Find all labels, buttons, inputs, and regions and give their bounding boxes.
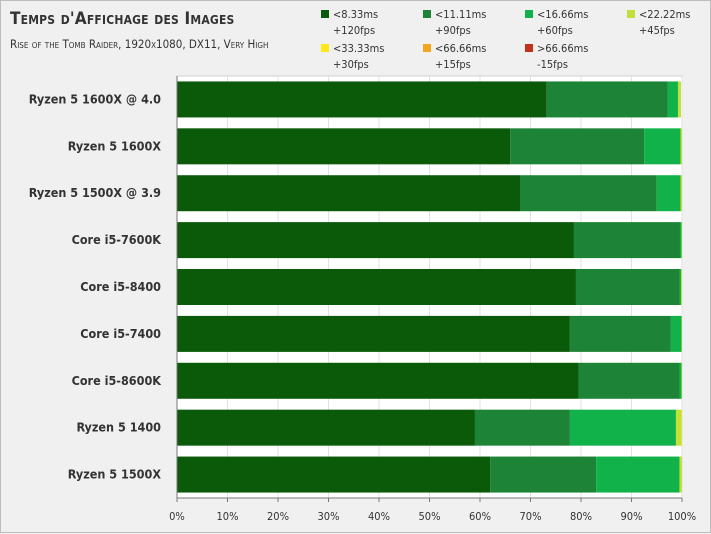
bar-segment [490,456,597,493]
category-label: Core i5-8400 [80,279,161,294]
bar-segment [573,222,680,259]
legend-sublabel: +90fps [435,24,471,37]
chart-subtitle: Rise of the Tomb Raider, 1920x1080, DX11… [10,37,269,51]
legend-swatch-icon [525,44,533,52]
bar-segment [177,222,574,259]
category-label: Ryzen 5 1600X [68,138,162,153]
category-label: Ryzen 5 1500X @ 3.9 [29,185,161,200]
bar-segment [656,175,681,212]
bar-segment [177,315,570,352]
bar-segment [679,362,682,399]
bar-segment [675,409,682,446]
x-tick-label: 20% [267,510,289,523]
bar-segment [681,409,682,446]
bar-segment [177,269,576,305]
category-label: Ryzen 5 1600X @ 4.0 [29,91,161,106]
bar-segment [679,222,682,259]
bar-segment [596,456,680,493]
category-label: Core i5-7400 [80,326,161,341]
chart-title: Temps d'Affichage des Images [10,9,235,29]
bar-segment [177,362,579,399]
bar-segment [681,315,682,352]
legend-swatch-icon [423,44,431,52]
legend-sublabel: +45fps [639,24,675,37]
bar-segment [680,269,682,305]
x-tick-label: 0% [169,510,185,523]
category-label: Ryzen 5 1500X [68,467,162,482]
bar-segment [667,81,678,118]
legend-label: <8.33ms [333,8,379,21]
bar-segment [177,128,511,165]
legend-sublabel: +15fps [435,58,471,71]
bar-segment [681,362,682,399]
legend-sublabel: +30fps [333,58,369,71]
category-label: Ryzen 5 1400 [76,420,161,435]
x-tick-label: 10% [217,510,239,523]
legend-swatch-icon [525,10,533,18]
bar-segment [177,81,547,118]
bar-segment [520,175,657,212]
bar-segment [569,315,671,352]
legend-item-8-33ms: <8.33ms +120fps [321,7,378,39]
legend-sublabel: +120fps [333,24,376,37]
legend-swatch-icon [321,44,329,52]
legend: <8.33ms +120fps <11.11ms +90fps <16.66ms… [321,7,711,75]
legend-item-16-66ms: <16.66ms +60fps [525,7,588,39]
legend-label: <22.22ms [639,8,691,21]
bar-segment [680,175,682,212]
legend-label: <66.66ms [435,42,487,55]
bar-segment [680,128,682,165]
bar-segment [681,222,682,259]
category-label: Core i5-7600K [72,232,163,247]
legend-label: <33.33ms [333,42,385,55]
bar-segment [474,409,570,446]
bar-segment [510,128,645,165]
x-tick-label: 100% [668,510,696,523]
category-label: Core i5-8600K [72,373,163,388]
bar-segment [679,269,681,305]
bar-segment [679,456,682,493]
legend-item-66-66ms: <66.66ms +15fps [423,41,486,73]
legend-sublabel: -15fps [537,58,569,71]
bar-segment [177,175,521,212]
bar-segment [575,269,680,305]
x-tick-label: 30% [318,510,340,523]
legend-item-33-33ms: <33.33ms +30fps [321,41,384,73]
bar-segment [569,409,676,446]
x-tick-label: 70% [520,510,542,523]
x-tick-label: 90% [621,510,643,523]
x-tick-label: 40% [368,510,390,523]
x-tick-label: 50% [419,510,441,523]
bar-segment [177,409,475,446]
legend-item-over-66-66ms: >66.66ms -15fps [525,41,588,73]
legend-label: <16.66ms [537,8,589,21]
legend-item-22-22ms: <22.22ms +45fps [627,7,690,39]
x-tick-label: 80% [570,510,592,523]
bar-segment [677,81,681,118]
legend-swatch-icon [423,10,431,18]
legend-sublabel: +60fps [537,24,573,37]
legend-item-11-11ms: <11.11ms +90fps [423,7,486,39]
bar-segment [644,128,681,165]
bar-segment [177,456,491,493]
x-tick-label: 60% [469,510,491,523]
bar-segment [578,362,680,399]
legend-label: <11.11ms [435,8,487,21]
legend-swatch-icon [627,10,635,18]
bar-segment [546,81,668,118]
bar-segment [670,315,682,352]
legend-swatch-icon [321,10,329,18]
legend-label: >66.66ms [537,42,589,55]
